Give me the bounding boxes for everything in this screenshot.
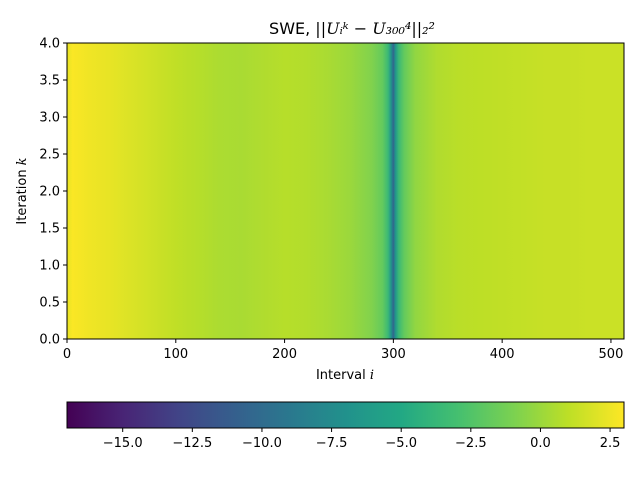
y-tick-label: 2.0 <box>39 185 60 200</box>
chart-title-math: ||Uᵢᵏ − U₃₀₀⁴||₂² <box>315 19 435 38</box>
y-tick-label: 0.5 <box>39 296 60 311</box>
colorbar-frame <box>66 401 625 429</box>
y-axis-var: k <box>15 157 30 165</box>
x-tick-label: 0 <box>63 347 71 362</box>
y-tick-label: 3.0 <box>39 111 60 126</box>
x-tick-label: 100 <box>163 347 188 362</box>
x-axis-var: i <box>370 368 374 383</box>
y-tick-label: 1.0 <box>39 259 60 274</box>
y-tick-label: 2.5 <box>39 148 60 163</box>
colorbar-tick-label: 0.0 <box>530 436 551 451</box>
colorbar-tick-label: −15.0 <box>103 436 143 451</box>
y-axis-ticks: 0.0 0.5 1.0 1.5 2.0 2.5 3.0 3.5 4.0 <box>39 37 67 348</box>
y-axis-label: Iteration k <box>15 157 30 224</box>
x-axis-label: Interval i <box>316 368 374 383</box>
x-tick-label: 400 <box>490 347 515 362</box>
colorbar-tick-label: −7.5 <box>316 436 348 451</box>
x-tick-label: 200 <box>272 347 297 362</box>
colorbar-tick-label: −2.5 <box>455 436 487 451</box>
colorbar-tick-label: 2.5 <box>600 436 621 451</box>
y-tick-label: 1.5 <box>39 222 60 237</box>
y-tick-label: 4.0 <box>39 37 60 52</box>
x-tick-label: 500 <box>599 347 624 362</box>
colorbar-ticks: −15.0 −12.5 −10.0 −7.5 −5.0 −2.5 0.0 2.5 <box>103 428 621 451</box>
colorbar-tick-label: −5.0 <box>385 436 417 451</box>
x-tick-label: 300 <box>381 347 406 362</box>
heatmap-field <box>67 43 624 339</box>
colorbar-tick-label: −12.5 <box>172 436 212 451</box>
y-tick-label: 3.5 <box>39 74 60 89</box>
chart-title: SWE, ||Uᵢᵏ − U₃₀₀⁴||₂² <box>269 19 435 38</box>
colorbar <box>67 402 624 428</box>
colorbar-tick-label: −10.0 <box>242 436 282 451</box>
x-axis-ticks: 0 100 200 300 400 500 <box>63 339 624 362</box>
y-tick-label: 0.0 <box>39 333 60 348</box>
